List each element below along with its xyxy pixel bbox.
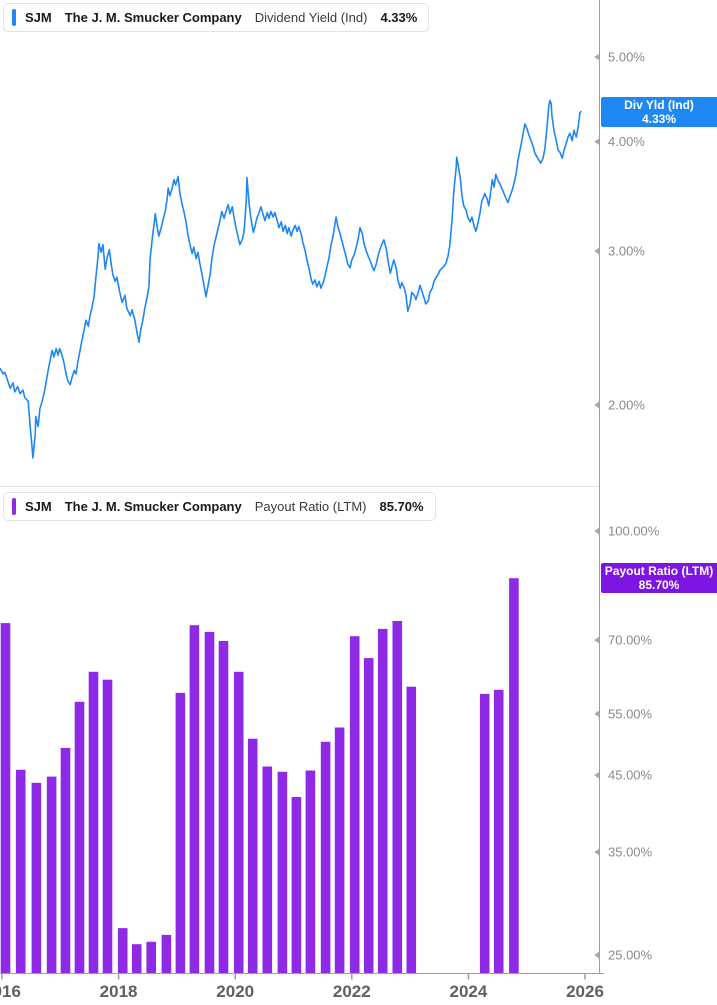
y-axis-tick-label: 45.00% — [608, 768, 653, 783]
payout-ratio-bar — [233, 671, 244, 974]
dividend-yield-header: SJM The J. M. Smucker Company Dividend Y… — [3, 3, 430, 32]
payout-ratio-bar — [334, 727, 345, 974]
series-color-chip-blue — [12, 9, 16, 26]
y-axis-tick-label: 4.00% — [608, 134, 645, 149]
payout-ratio-bar — [305, 770, 316, 974]
payout-ratio-bar — [189, 625, 200, 974]
payout-ratio-bar — [74, 701, 85, 974]
payout-ratio-bar — [218, 641, 229, 974]
x-axis-year-label: 2016 — [0, 982, 21, 1001]
ticker-symbol: SJM — [25, 499, 52, 514]
payout-ratio-bar — [117, 928, 128, 974]
payout-ratio-bar — [349, 636, 360, 974]
y-axis-tick-marker — [594, 772, 599, 779]
payout-ratio-bar — [204, 631, 215, 974]
y-axis-tick-marker — [594, 951, 599, 959]
x-axis-year-label: 2020 — [216, 982, 254, 1001]
y-axis-tick-label: 5.00% — [608, 50, 645, 65]
payout-ratio-bar — [320, 741, 331, 974]
y-axis-tick-label: 100.00% — [608, 524, 660, 539]
payout-ratio-bar — [479, 693, 490, 974]
payout-ratio-bar — [277, 771, 288, 974]
dividend-yield-line — [0, 99, 582, 459]
x-axis-year-label: 2022 — [333, 982, 371, 1001]
payout-ratio-last-value-badge: Payout Ratio (LTM) 85.70% — [601, 563, 717, 593]
payout-ratio-bar — [131, 944, 142, 974]
payout-ratio-bar — [161, 934, 172, 974]
metric-name: Dividend Yield (Ind) — [254, 10, 368, 25]
payout-ratio-bar — [377, 628, 388, 974]
payout-ratio-bar — [46, 776, 57, 974]
y-axis-tick-label: 55.00% — [608, 706, 653, 721]
badge-value: 85.70% — [638, 578, 680, 592]
ticker-symbol: SJM — [25, 10, 52, 25]
metric-name: Payout Ratio (LTM) — [254, 499, 367, 514]
payout-ratio-header: SJM The J. M. Smucker Company Payout Rat… — [3, 492, 436, 521]
payout-ratio-bar — [392, 621, 403, 974]
y-axis-tick-marker — [594, 710, 599, 717]
y-axis-tick-marker — [594, 138, 599, 145]
payout-ratio-bar — [493, 689, 504, 974]
y-axis-tick-label: 25.00% — [608, 948, 653, 963]
y-axis-tick-marker — [594, 247, 599, 255]
payout-ratio-bar — [102, 679, 113, 974]
y-axis-tick-marker — [594, 401, 599, 409]
y-axis-tick-label: 2.00% — [608, 398, 645, 413]
payout-ratio-bar — [406, 686, 417, 974]
y-axis-tick-marker — [594, 636, 599, 644]
payout-ratio-bar — [88, 671, 99, 974]
payout-ratio-bar — [175, 692, 186, 974]
payout-ratio-bar — [0, 623, 11, 974]
series-color-chip-purple — [12, 498, 16, 515]
y-axis-tick-marker — [594, 848, 599, 856]
payout-ratio-bar — [262, 766, 273, 974]
metric-value: 4.33% — [380, 10, 418, 25]
x-axis-year-label: 2018 — [100, 982, 138, 1001]
y-axis-tick-label: 35.00% — [608, 845, 653, 860]
x-axis-year-label: 2024 — [449, 982, 487, 1001]
div-yield-last-value-badge: Div Yld (Ind) 4.33% — [601, 97, 717, 127]
badge-label: Div Yld (Ind) — [624, 98, 694, 112]
x-axis-year-label: 2026 — [566, 982, 604, 1001]
payout-ratio-bar — [15, 769, 26, 974]
payout-ratio-bar — [363, 658, 374, 974]
metric-value: 85.70% — [379, 499, 424, 514]
company-name: The J. M. Smucker Company — [64, 499, 242, 514]
payout-ratio-bar — [31, 782, 42, 974]
payout-ratio-bar — [509, 578, 519, 974]
y-axis-tick-marker — [594, 53, 599, 61]
y-axis-tick-marker — [594, 527, 599, 535]
payout-ratio-bar — [291, 797, 302, 974]
company-name: The J. M. Smucker Company — [64, 10, 242, 25]
badge-value: 4.33% — [641, 112, 677, 126]
payout-ratio-bar — [146, 941, 156, 974]
dividend-yield-plot-area[interactable] — [0, 0, 599, 486]
badge-label: Payout Ratio (LTM) — [604, 564, 714, 578]
y-axis-tick-label: 3.00% — [608, 244, 645, 259]
payout-ratio-bar — [60, 747, 71, 974]
payout-ratio-plot-area[interactable] — [0, 487, 599, 974]
payout-ratio-bar — [247, 738, 258, 974]
y-axis-tick-label: 70.00% — [608, 633, 653, 648]
